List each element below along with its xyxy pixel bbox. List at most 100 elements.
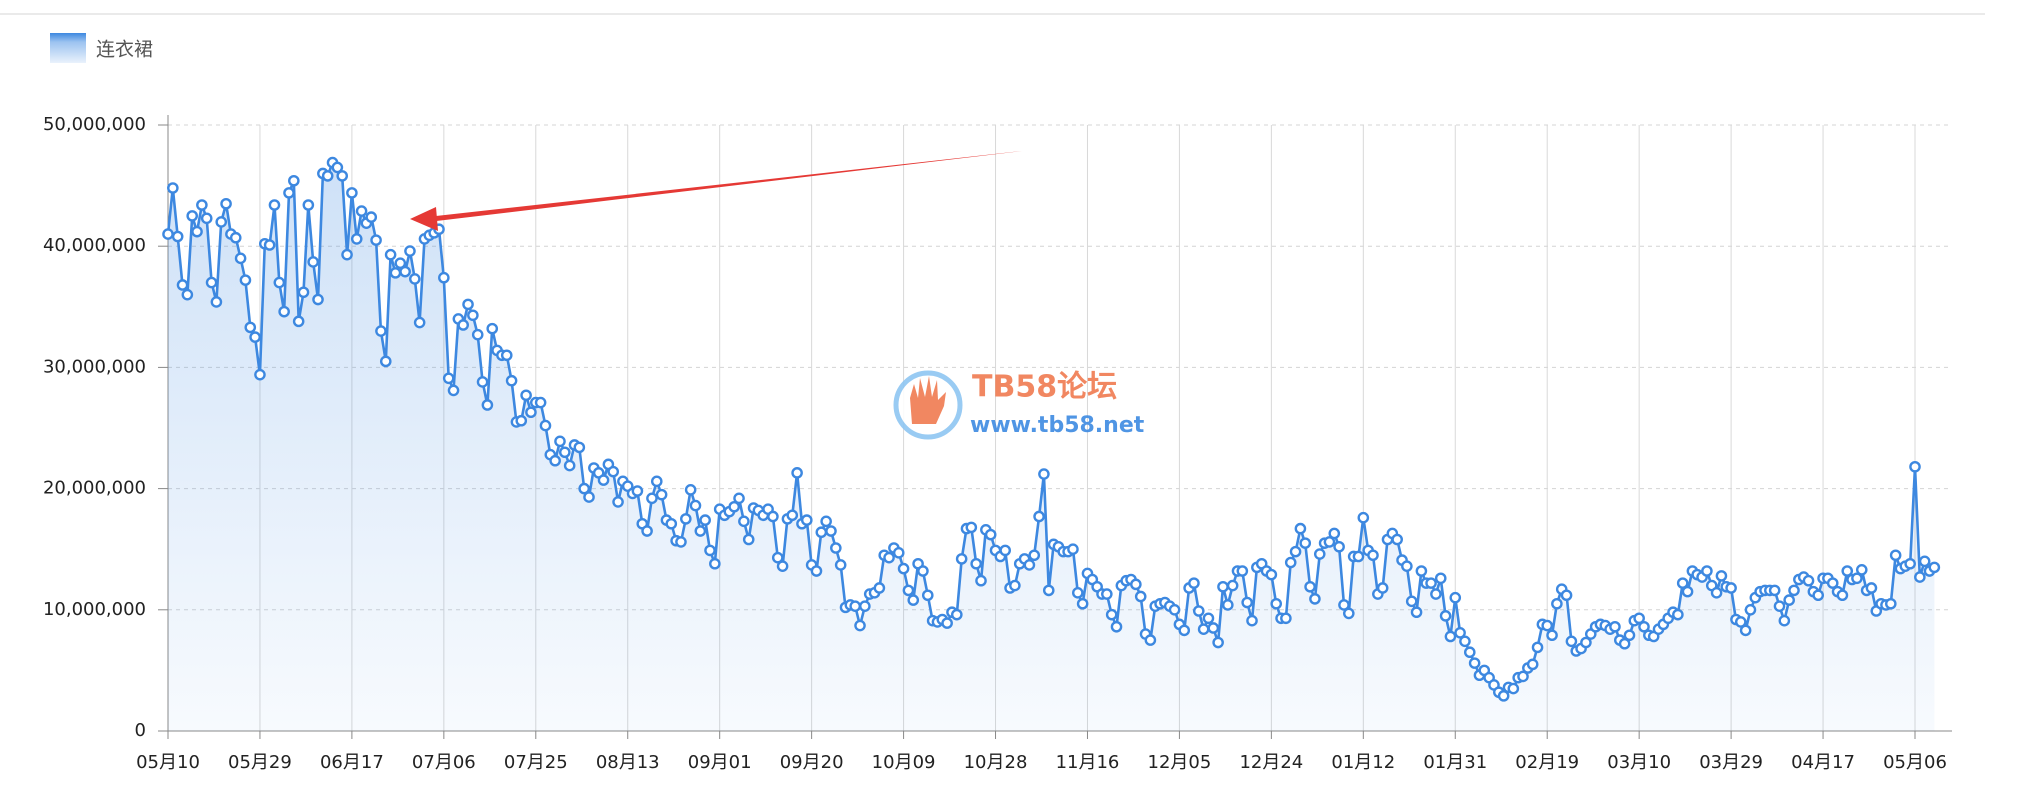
data-point <box>1270 597 1283 610</box>
data-point <box>999 544 1012 557</box>
data-point <box>1623 629 1636 642</box>
data-point <box>549 454 561 467</box>
x-tick-label: 07月06 <box>412 752 476 773</box>
data-point <box>467 309 479 322</box>
data-point <box>1734 616 1747 628</box>
data-point <box>520 389 532 402</box>
data-point <box>1676 577 1689 589</box>
data-point <box>849 600 861 612</box>
data-point <box>476 376 489 388</box>
data-point <box>1391 533 1403 546</box>
data-point <box>1454 627 1466 639</box>
data-point <box>1367 549 1379 562</box>
watermark: TB58论坛 www.tb58.net <box>893 370 1145 440</box>
data-point <box>704 544 716 557</box>
data-point <box>1222 599 1234 611</box>
data-point <box>902 584 915 597</box>
data-point <box>830 542 842 554</box>
data-point <box>607 465 620 478</box>
data-point <box>646 492 658 505</box>
data-point <box>370 234 382 246</box>
data-point <box>307 256 319 268</box>
data-point <box>1410 606 1423 619</box>
data-point <box>1212 636 1224 649</box>
data-point <box>1430 588 1442 600</box>
data-point <box>1889 549 1902 562</box>
data-point <box>239 274 252 286</box>
data-point <box>554 435 566 448</box>
data-point <box>1294 522 1307 535</box>
data-point <box>1289 545 1302 558</box>
data-point <box>350 233 363 245</box>
data-point <box>1197 623 1210 635</box>
data-point <box>263 239 276 251</box>
data-point <box>1463 646 1476 659</box>
data-point <box>1715 570 1728 582</box>
data-point <box>292 315 305 328</box>
data-point <box>1246 614 1258 627</box>
data-point <box>1434 572 1447 585</box>
data-point <box>1217 580 1229 593</box>
data-point <box>815 526 828 539</box>
data-point <box>834 559 847 571</box>
x-tick-label: 06月17 <box>320 752 384 773</box>
data-point <box>1439 610 1452 622</box>
data-point <box>1855 564 1868 576</box>
data-point <box>1773 600 1786 612</box>
data-point <box>810 565 823 577</box>
data-point <box>563 459 576 472</box>
data-point <box>176 279 189 291</box>
data-point <box>728 500 741 513</box>
x-tick-label: 10月28 <box>964 752 1028 773</box>
data-point <box>1299 537 1312 549</box>
x-tick-label: 05月10 <box>136 752 200 773</box>
data-point <box>854 619 866 632</box>
data-point <box>892 547 905 559</box>
data-point <box>1009 579 1021 592</box>
arrow-head <box>410 207 438 231</box>
data-point <box>1415 565 1428 577</box>
data-point <box>859 600 871 612</box>
data-point <box>346 187 358 199</box>
data-point <box>1783 594 1795 606</box>
data-point <box>1265 568 1278 581</box>
x-tick-label: 05月29 <box>228 752 292 773</box>
data-point <box>1202 612 1215 625</box>
data-point <box>1067 543 1079 556</box>
data-point <box>1333 540 1345 553</box>
x-tick-label: 01月12 <box>1331 752 1395 773</box>
data-point <box>394 257 407 269</box>
data-point <box>1376 582 1389 594</box>
data-point <box>1836 589 1849 602</box>
data-point <box>234 252 247 265</box>
data-point <box>244 321 257 334</box>
data-point <box>1541 619 1554 632</box>
data-point <box>1449 591 1462 604</box>
legend-label: 连衣裙 <box>96 39 153 61</box>
y-tick-label: 10,000,000 <box>43 599 146 620</box>
data-point <box>1076 597 1089 610</box>
data-point <box>1444 630 1457 643</box>
data-point <box>921 589 934 602</box>
data-point <box>331 161 344 174</box>
data-point <box>1918 555 1931 568</box>
data-point <box>486 322 499 335</box>
data-point <box>457 319 469 331</box>
data-point <box>1304 580 1316 593</box>
data-point <box>355 205 368 217</box>
data-point <box>447 384 460 397</box>
data-point <box>955 553 968 565</box>
data-point <box>515 414 528 427</box>
data-point <box>699 514 711 526</box>
arrow-shaft <box>427 151 1022 222</box>
data-point <box>1744 604 1757 616</box>
x-tick-label: 09月01 <box>688 752 752 773</box>
data-point <box>336 170 349 182</box>
data-point <box>181 288 194 301</box>
watermark-title: TB58论坛 <box>972 370 1117 405</box>
data-point <box>965 521 978 534</box>
data-point <box>162 228 174 240</box>
data-point <box>709 557 721 570</box>
data-point <box>951 608 963 621</box>
